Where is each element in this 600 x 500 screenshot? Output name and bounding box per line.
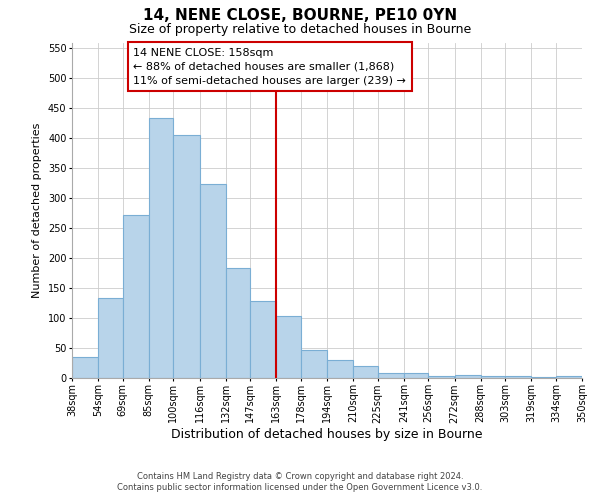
Bar [122,215,149,378]
Bar [556,376,582,378]
Bar [173,135,199,378]
Bar [199,184,226,378]
Bar [377,372,404,378]
X-axis label: Distribution of detached houses by size in Bourne: Distribution of detached houses by size … [171,428,483,441]
Bar [481,376,505,378]
Bar [250,301,277,378]
Text: Contains HM Land Registry data © Crown copyright and database right 2024.
Contai: Contains HM Land Registry data © Crown c… [118,472,482,492]
Bar [98,298,122,378]
Bar [428,376,455,378]
Bar [404,372,428,378]
Bar [277,316,301,378]
Text: 14, NENE CLOSE, BOURNE, PE10 0YN: 14, NENE CLOSE, BOURNE, PE10 0YN [143,8,457,22]
Bar [455,374,481,378]
Text: Size of property relative to detached houses in Bourne: Size of property relative to detached ho… [129,22,471,36]
Bar [505,376,532,378]
Bar [72,356,98,378]
Bar [327,360,353,378]
Bar [149,118,173,378]
Bar [353,366,377,378]
Bar [226,268,250,378]
Text: 14 NENE CLOSE: 158sqm
← 88% of detached houses are smaller (1,868)
11% of semi-d: 14 NENE CLOSE: 158sqm ← 88% of detached … [133,48,406,86]
Y-axis label: Number of detached properties: Number of detached properties [32,122,42,298]
Bar [532,377,556,378]
Bar [301,350,327,378]
